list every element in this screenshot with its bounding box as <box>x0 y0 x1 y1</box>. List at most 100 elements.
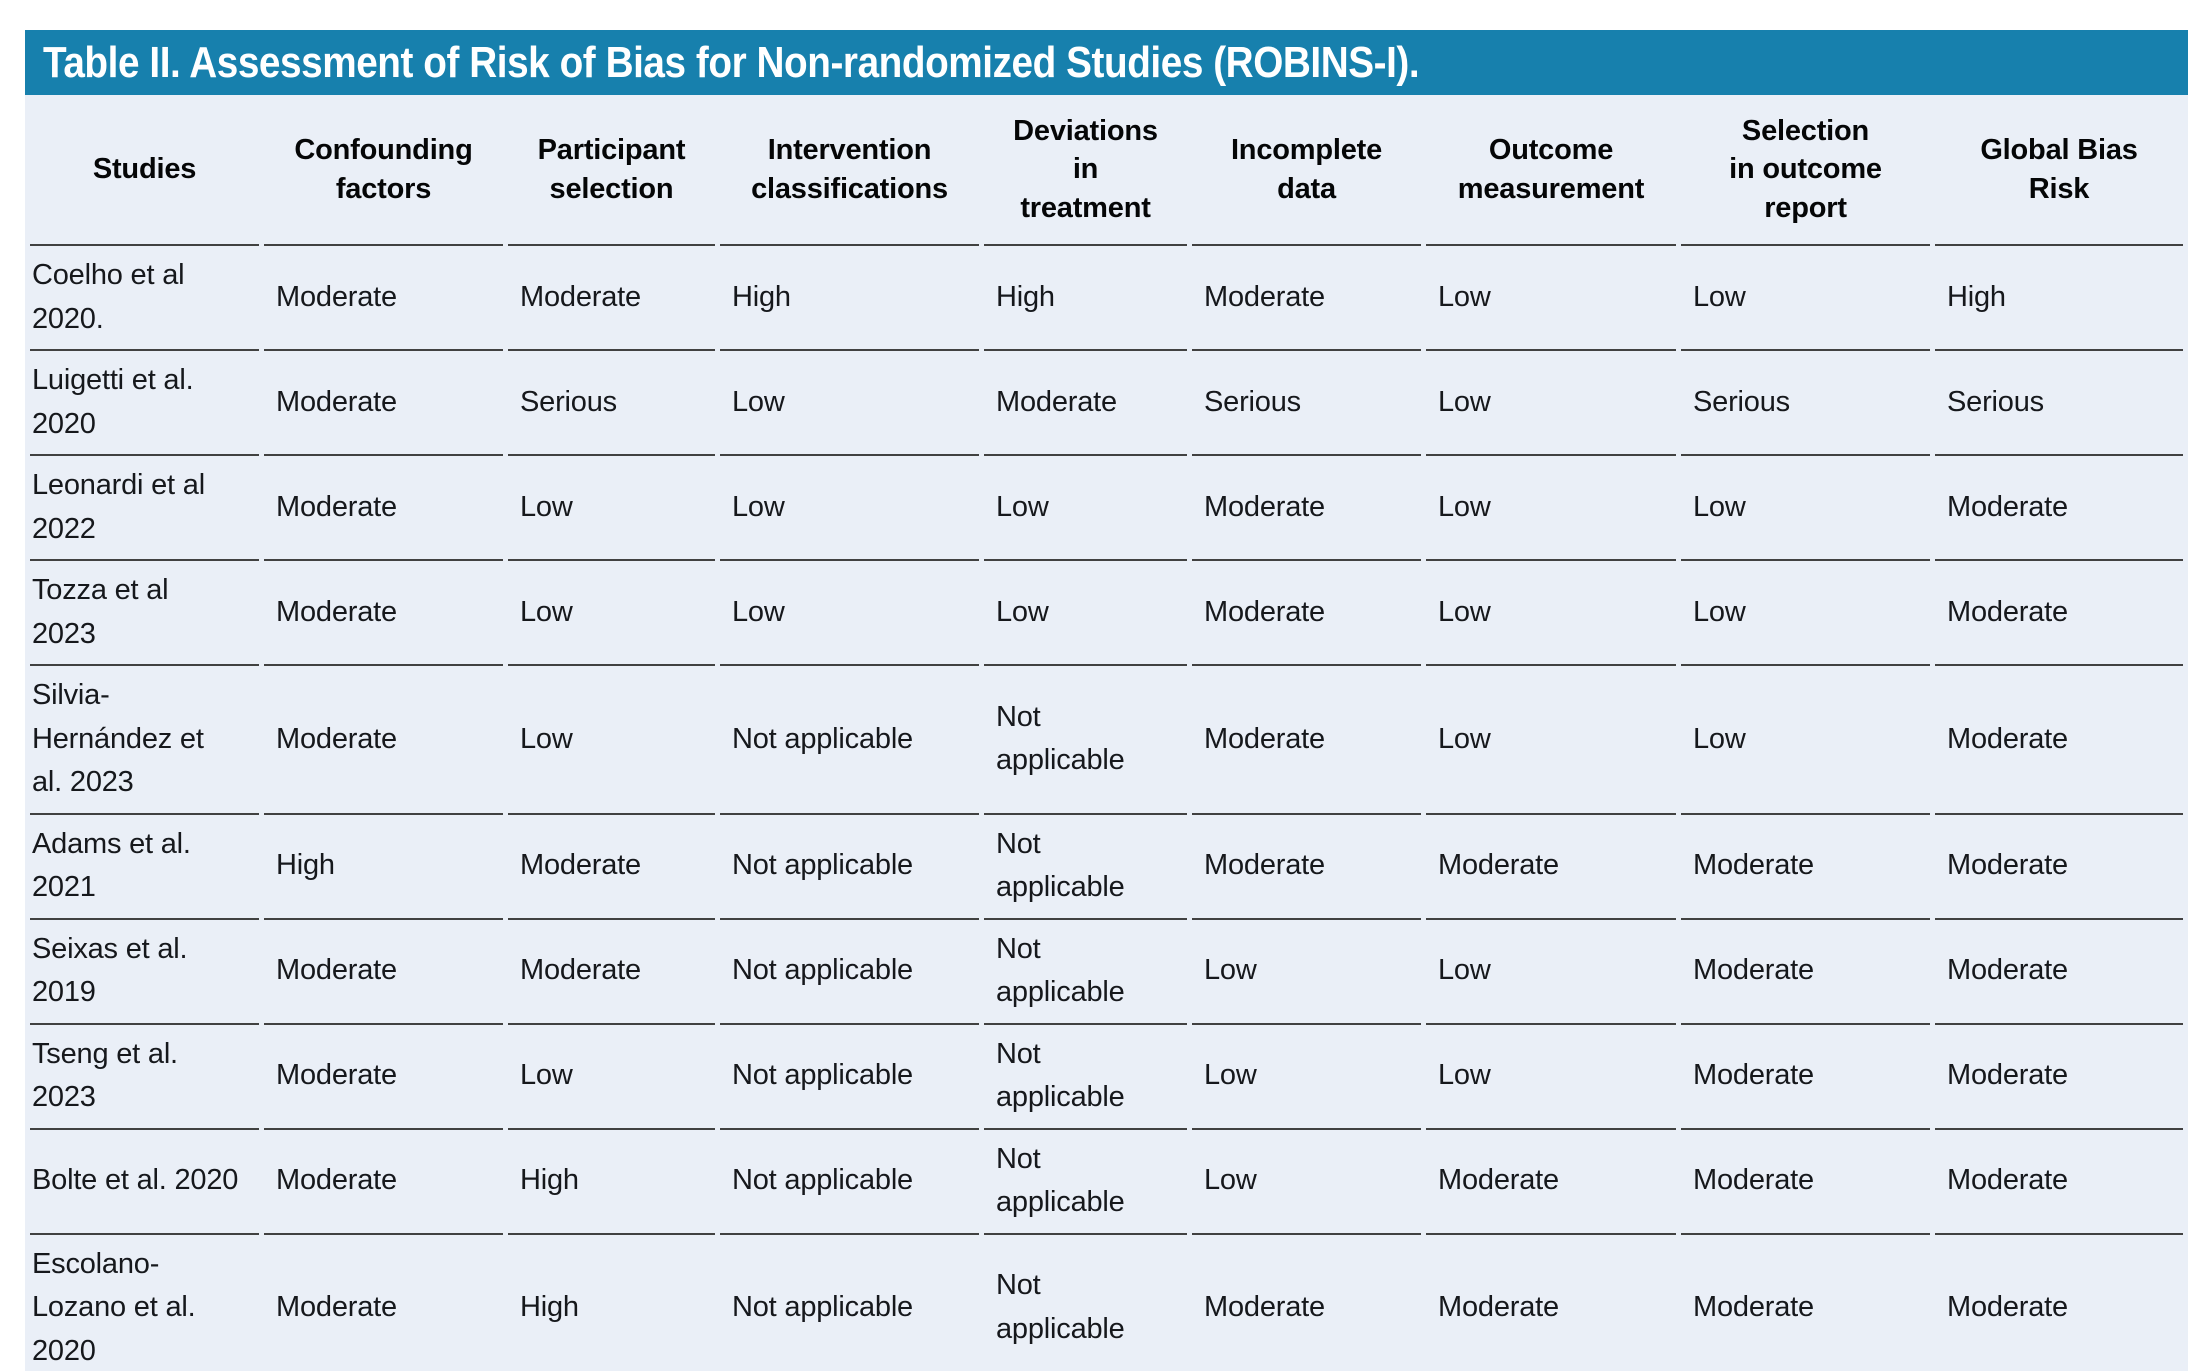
risk-level-cell: Moderate <box>1935 1025 2183 1130</box>
table-body: Coelho et al 2020. Moderate Moderate High Hi… <box>30 246 2183 1371</box>
risk-level-cell: Serious <box>1192 351 1421 456</box>
column-header-studies: Studies <box>30 95 259 246</box>
table-row: Adams et al. 2021 High Moderate Not applica… <box>30 815 2183 920</box>
risk-level-cell: Not applicable <box>984 666 1187 815</box>
risk-level-cell: Moderate <box>1935 456 2183 561</box>
study-name-cell: Luigetti et al. 2020 <box>30 351 259 456</box>
study-name-cell: Escolano-Lozano et al. 2020 <box>30 1235 259 1371</box>
risk-level-cell: Moderate <box>264 351 503 456</box>
risk-level-cell: Moderate <box>1192 456 1421 561</box>
risk-level-cell: Not applicable <box>720 666 979 815</box>
risk-level-cell: Moderate <box>264 1130 503 1235</box>
risk-level-cell: Low <box>508 1025 715 1130</box>
risk-level-cell: Moderate <box>984 351 1187 456</box>
risk-level-cell: Serious <box>508 351 715 456</box>
table-row: Coelho et al 2020. Moderate Moderate High Hi… <box>30 246 2183 351</box>
table-row: Tseng et al. 2023 Moderate Low Not applicab… <box>30 1025 2183 1130</box>
risk-level-cell: Not applicable <box>984 1235 1187 1371</box>
risk-level-cell: Moderate <box>264 920 503 1025</box>
risk-level-cell: Low <box>508 456 715 561</box>
risk-level-cell: High <box>984 246 1187 351</box>
study-name-cell: Coelho et al 2020. <box>30 246 259 351</box>
risk-level-cell: Low <box>1426 246 1676 351</box>
risk-level-cell: Moderate <box>1935 815 2183 920</box>
risk-level-cell: Low <box>1426 456 1676 561</box>
study-name-cell: Silvia-Hernández et al. 2023 <box>30 666 259 815</box>
risk-level-cell: Moderate <box>264 246 503 351</box>
risk-level-cell: Low <box>720 456 979 561</box>
risk-level-cell: Low <box>508 561 715 666</box>
column-header-confounding-factors: Confounding factors <box>264 95 503 246</box>
risk-level-cell: Moderate <box>1681 1025 1930 1130</box>
risk-level-cell: Moderate <box>1192 1235 1421 1371</box>
column-header-selection-in-outcome-report: Selection in outcome report <box>1681 95 1930 246</box>
risk-level-cell: Low <box>1426 1025 1676 1130</box>
column-header-global-bias-risk: Global Bias Risk <box>1935 95 2183 246</box>
risk-level-cell: High <box>508 1130 715 1235</box>
risk-level-cell: Not applicable <box>720 1130 979 1235</box>
risk-level-cell: Not applicable <box>984 1130 1187 1235</box>
table-row: Luigetti et al. 2020 Moderate Serious Low Mo… <box>30 351 2183 456</box>
study-name-cell: Tozza et al 2023 <box>30 561 259 666</box>
risk-level-cell: Moderate <box>508 920 715 1025</box>
table-row: Seixas et al. 2019 Moderate Moderate Not ap… <box>30 920 2183 1025</box>
risk-level-cell: Low <box>1426 561 1676 666</box>
risk-level-cell: High <box>1935 246 2183 351</box>
risk-of-bias-table: Studies Confounding factors Participant … <box>25 95 2188 1371</box>
risk-level-cell: High <box>508 1235 715 1371</box>
risk-level-cell: Not applicable <box>720 920 979 1025</box>
risk-level-cell: Moderate <box>264 1235 503 1371</box>
risk-level-cell: Low <box>720 561 979 666</box>
risk-level-cell: Low <box>1426 351 1676 456</box>
risk-level-cell: Not applicable <box>984 1025 1187 1130</box>
risk-level-cell: Moderate <box>264 1025 503 1130</box>
risk-level-cell: Moderate <box>1426 815 1676 920</box>
risk-level-cell: Low <box>1426 666 1676 815</box>
column-header-participant-selection: Participant selection <box>508 95 715 246</box>
risk-level-cell: Moderate <box>264 456 503 561</box>
risk-level-cell: Not applicable <box>720 1235 979 1371</box>
risk-level-cell: Moderate <box>1192 246 1421 351</box>
risk-level-cell: Moderate <box>264 666 503 815</box>
risk-level-cell: High <box>720 246 979 351</box>
risk-level-cell: Low <box>1681 246 1930 351</box>
risk-level-cell: Moderate <box>1192 815 1421 920</box>
column-header-deviations-in-treatment: Deviations in treatment <box>984 95 1187 246</box>
risk-level-cell: Moderate <box>1192 561 1421 666</box>
risk-level-cell: Moderate <box>1681 1235 1930 1371</box>
risk-level-cell: Moderate <box>264 561 503 666</box>
table-row: Bolte et al. 2020 Moderate High Not applica… <box>30 1130 2183 1235</box>
risk-level-cell: Moderate <box>1426 1130 1676 1235</box>
study-name-cell: Adams et al. 2021 <box>30 815 259 920</box>
study-name-cell: Tseng et al. 2023 <box>30 1025 259 1130</box>
risk-level-cell: Serious <box>1681 351 1930 456</box>
risk-level-cell: Not applicable <box>720 1025 979 1130</box>
risk-level-cell: Moderate <box>1426 1235 1676 1371</box>
header-row: Studies Confounding factors Participant … <box>30 95 2183 246</box>
risk-level-cell: Low <box>984 456 1187 561</box>
table-row: Tozza et al 2023 Moderate Low Low Low Moderat… <box>30 561 2183 666</box>
risk-level-cell: Low <box>984 561 1187 666</box>
table-row: Silvia-Hernández et al. 2023 Moderate Low N… <box>30 666 2183 815</box>
robins-table-card: Table II. Assessment of Risk of Bias for… <box>25 30 2188 1371</box>
risk-level-cell: Moderate <box>1935 666 2183 815</box>
risk-level-cell: Not applicable <box>720 815 979 920</box>
risk-level-cell: Serious <box>1935 351 2183 456</box>
table-title-bar: Table II. Assessment of Risk of Bias for… <box>25 30 2188 95</box>
risk-level-cell: Moderate <box>1681 815 1930 920</box>
risk-level-cell: Low <box>1681 666 1930 815</box>
column-header-intervention-classifications: Intervention classifications <box>720 95 979 246</box>
risk-level-cell: Moderate <box>1935 1130 2183 1235</box>
study-name-cell: Seixas et al. 2019 <box>30 920 259 1025</box>
risk-level-cell: Moderate <box>1681 920 1930 1025</box>
risk-level-cell: Low <box>1192 1025 1421 1130</box>
table-row: Leonardi et al 2022 Moderate Low Low Low Mode… <box>30 456 2183 561</box>
study-name-cell: Bolte et al. 2020 <box>30 1130 259 1235</box>
risk-level-cell: Low <box>1681 456 1930 561</box>
table-row: Escolano-Lozano et al. 2020 Moderate High N… <box>30 1235 2183 1371</box>
risk-level-cell: Moderate <box>1935 561 2183 666</box>
risk-level-cell: Moderate <box>1935 1235 2183 1371</box>
study-name-cell: Leonardi et al 2022 <box>30 456 259 561</box>
risk-level-cell: Low <box>720 351 979 456</box>
